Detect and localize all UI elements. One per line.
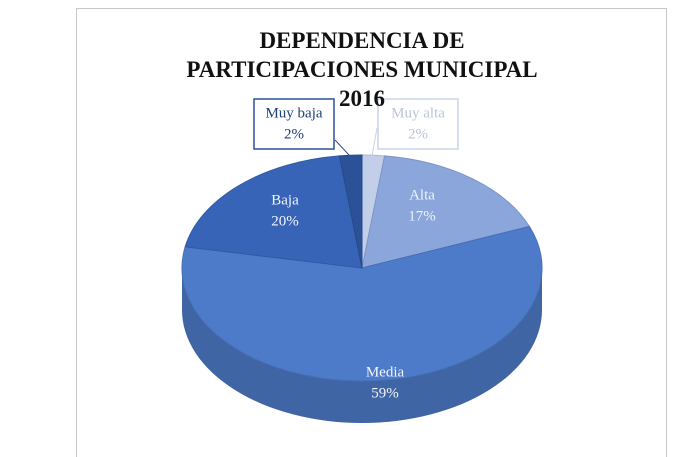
slice	[181, 225, 543, 382]
data-label-value: 2%	[284, 126, 304, 142]
chart-frame	[76, 8, 667, 457]
leader-line	[371, 127, 378, 157]
data-label-value: 20%	[271, 213, 299, 229]
slice	[338, 154, 363, 269]
data-label-category: Media	[366, 364, 405, 380]
leader-line	[334, 139, 351, 157]
slice-side	[182, 268, 542, 423]
chart-title: DEPENDENCIA DE PARTICIPACIONES MUNICIPAL…	[186, 28, 538, 111]
data-label-category: Muy alta	[391, 105, 445, 121]
slice	[361, 155, 531, 269]
data-label-value: 2%	[408, 126, 428, 142]
data-label-category: Muy baja	[265, 105, 322, 121]
data-label-value: 17%	[408, 208, 436, 224]
slice	[184, 155, 363, 269]
label-box	[377, 98, 459, 150]
data-label-category: Alta	[409, 187, 435, 203]
data-label-value: 59%	[371, 385, 399, 401]
label-box	[253, 98, 335, 150]
data-label-category: Baja	[271, 192, 299, 208]
